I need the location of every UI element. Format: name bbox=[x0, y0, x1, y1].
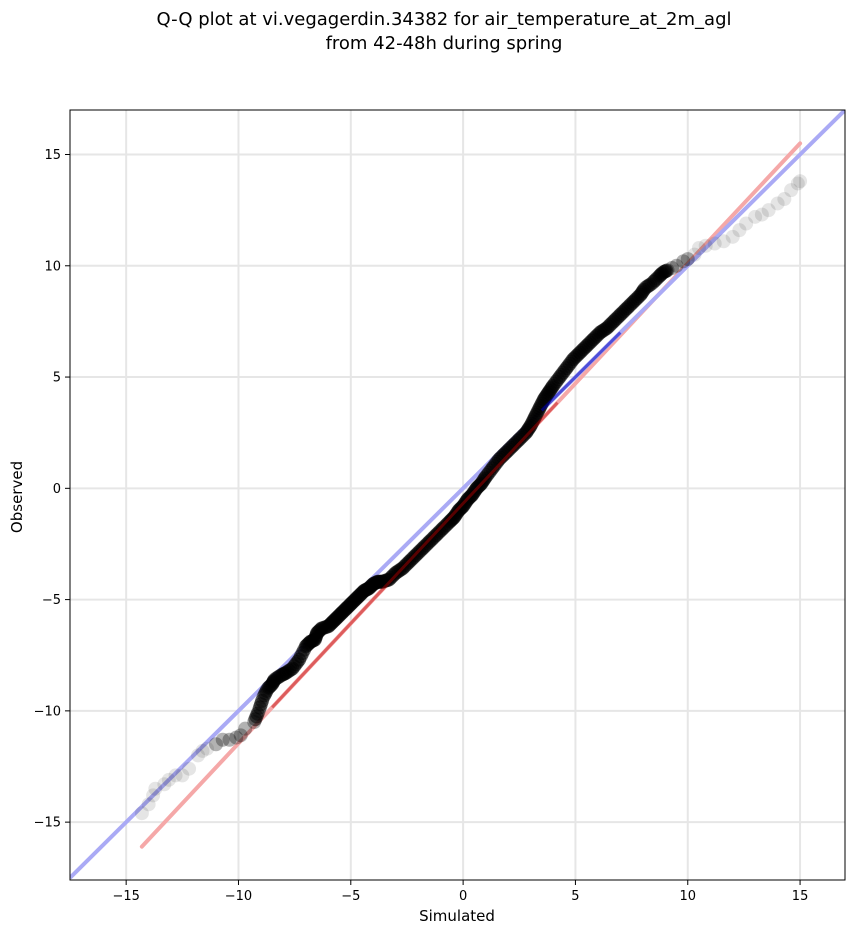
data-point bbox=[739, 216, 754, 231]
data-point bbox=[134, 806, 149, 821]
y-tick-label: 15 bbox=[44, 148, 61, 163]
y-axis-label: Observed bbox=[8, 461, 26, 533]
data-point bbox=[233, 728, 248, 743]
data-point bbox=[691, 240, 706, 255]
data-point bbox=[168, 768, 183, 783]
data-point bbox=[748, 209, 763, 224]
data-point bbox=[209, 737, 224, 752]
data-point bbox=[191, 748, 206, 763]
y-tick-label: 0 bbox=[53, 482, 61, 497]
data-point bbox=[793, 174, 808, 189]
inner-lines bbox=[271, 331, 622, 709]
data-point-interp bbox=[659, 263, 674, 278]
y-tick-label: 5 bbox=[53, 371, 61, 386]
data-point bbox=[732, 223, 747, 238]
chart-title-line-2: from 42-48h during spring bbox=[326, 33, 563, 54]
data-point bbox=[215, 732, 230, 747]
data-point bbox=[676, 254, 691, 269]
data-point bbox=[725, 229, 740, 244]
data-point bbox=[157, 777, 172, 792]
data-point bbox=[770, 196, 785, 211]
data-point bbox=[146, 788, 161, 803]
y-tick-label: −10 bbox=[34, 704, 61, 719]
data-point bbox=[665, 261, 680, 276]
data-point bbox=[222, 732, 237, 747]
data-point bbox=[790, 176, 805, 191]
data-point bbox=[660, 263, 675, 278]
data-point bbox=[148, 781, 163, 796]
data-points bbox=[134, 174, 808, 821]
data-point bbox=[784, 183, 799, 198]
data-point bbox=[687, 247, 702, 262]
x-axis-label: Simulated bbox=[419, 907, 495, 925]
data-point bbox=[195, 743, 210, 758]
x-tick-label: 0 bbox=[459, 889, 467, 904]
identity-line bbox=[70, 110, 845, 880]
plot-area bbox=[70, 110, 845, 880]
x-tick-label: 5 bbox=[571, 889, 579, 904]
identity-line-inner bbox=[540, 331, 622, 412]
y-tick-label: 10 bbox=[44, 259, 61, 274]
data-point bbox=[182, 761, 197, 776]
data-point bbox=[175, 768, 190, 783]
data-point bbox=[229, 730, 244, 745]
data-point bbox=[669, 258, 684, 273]
x-tick-label: −15 bbox=[112, 889, 139, 904]
y-tick-label: −15 bbox=[34, 816, 61, 831]
fit-line-inner bbox=[271, 401, 559, 709]
data-point bbox=[141, 797, 156, 812]
data-point bbox=[200, 741, 215, 756]
x-tick-label: −5 bbox=[341, 889, 360, 904]
data-point bbox=[754, 207, 769, 222]
x-tick-label: −10 bbox=[225, 889, 252, 904]
axis-ticks: −15 −10 −5 0 5 10 15 −15 −10 −5 0 5 10 15 bbox=[34, 148, 809, 904]
data-point bbox=[698, 238, 713, 253]
data-point bbox=[238, 721, 253, 736]
plot-frame bbox=[69, 109, 846, 881]
data-point bbox=[777, 192, 792, 207]
data-point bbox=[707, 236, 722, 251]
data-point bbox=[761, 203, 776, 218]
data-point bbox=[161, 772, 176, 787]
x-tick-label: 10 bbox=[679, 889, 696, 904]
y-tick-label: −5 bbox=[42, 593, 61, 608]
data-point bbox=[716, 234, 731, 249]
grid bbox=[70, 110, 845, 880]
x-tick-label: 15 bbox=[792, 889, 809, 904]
chart-title-line-1: Q-Q plot at vi.vegagerdin.34382 for air_… bbox=[157, 9, 732, 30]
data-point bbox=[680, 252, 695, 267]
